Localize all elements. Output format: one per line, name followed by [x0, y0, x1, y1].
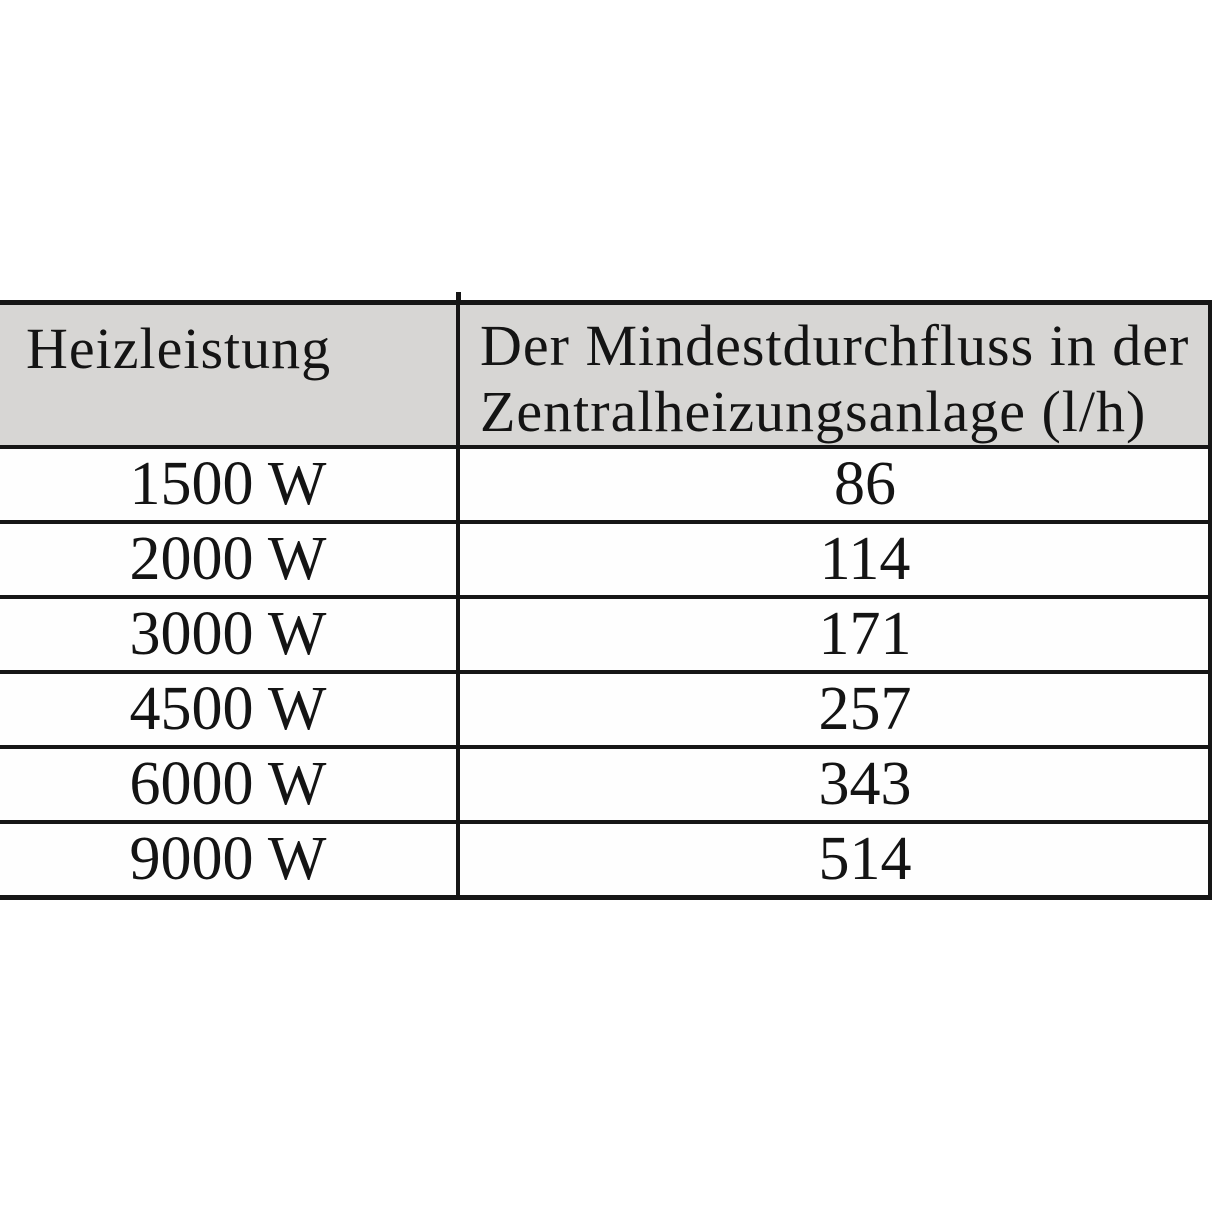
power-value: 9000 W	[0, 822, 460, 900]
heating-flow-table: Heizleistung Der Mindestdurchfluss in de…	[0, 300, 1212, 900]
flow-value: 343	[458, 747, 1210, 824]
header-mindestdurchfluss-line2: Zentralheizungsanlage (l/h)	[480, 379, 1147, 444]
flow-value: 257	[458, 672, 1210, 749]
table-row: 3000 W 171	[0, 597, 1210, 674]
table-row: 9000 W 514	[0, 822, 1210, 900]
table-row: 2000 W 114	[0, 522, 1210, 599]
power-value: 4500 W	[0, 672, 460, 749]
header-row: Heizleistung Der Mindestdurchfluss in de…	[0, 302, 1210, 449]
power-value: 2000 W	[0, 522, 460, 599]
power-value: 1500 W	[0, 447, 460, 524]
column-divider-tail-top	[456, 292, 461, 303]
header-mindestdurchfluss-line1: Der Mindestdurchfluss in der	[480, 313, 1190, 378]
table-row: 1500 W 86	[0, 447, 1210, 524]
heating-flow-table-wrapper: Heizleistung Der Mindestdurchfluss in de…	[0, 300, 1212, 900]
power-value: 3000 W	[0, 597, 460, 674]
table-row: 6000 W 343	[0, 747, 1210, 824]
power-value: 6000 W	[0, 747, 460, 824]
flow-value: 114	[458, 522, 1210, 599]
header-mindestdurchfluss: Der Mindestdurchfluss in der Zentralheiz…	[458, 302, 1210, 449]
flow-value: 171	[458, 597, 1210, 674]
flow-value: 86	[458, 447, 1210, 524]
flow-value: 514	[458, 822, 1210, 900]
table-row: 4500 W 257	[0, 672, 1210, 749]
header-heizleistung: Heizleistung	[0, 302, 460, 449]
